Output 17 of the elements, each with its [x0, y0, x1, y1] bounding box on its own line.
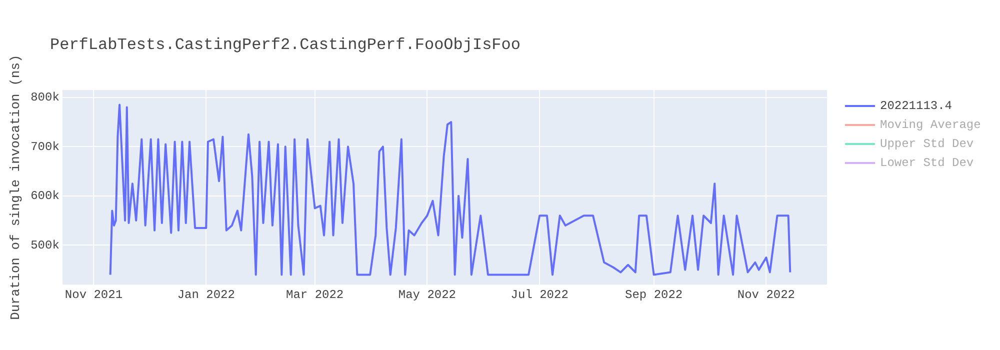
x-tick-label: Nov 2021: [64, 288, 123, 302]
chart-title: PerfLabTests.CastingPerf2.CastingPerf.FooObjIsFoo: [50, 36, 520, 54]
y-tick-label: 600k: [30, 189, 60, 204]
x-tick-label: Nov 2022: [737, 288, 796, 302]
x-tick-label: Jan 2022: [177, 288, 235, 302]
y-tick-label: 500k: [30, 238, 60, 252]
y-tick-label: 800k: [30, 90, 60, 105]
x-tick-label: Sep 2022: [625, 288, 683, 302]
y-tick-label: 700k: [30, 140, 60, 154]
legend-label: Upper Std Dev: [880, 136, 974, 150]
y-axis-title: Duration of single invocation (ns): [8, 54, 24, 320]
x-tick-label: Jul 2022: [510, 288, 568, 302]
x-tick-label: Mar 2022: [286, 288, 344, 302]
legend-label: Lower Std Dev: [880, 156, 974, 170]
legend-label: Moving Average: [880, 118, 981, 132]
legend-label: 20221113.4: [880, 98, 952, 112]
x-tick-label: May 2022: [398, 288, 456, 302]
